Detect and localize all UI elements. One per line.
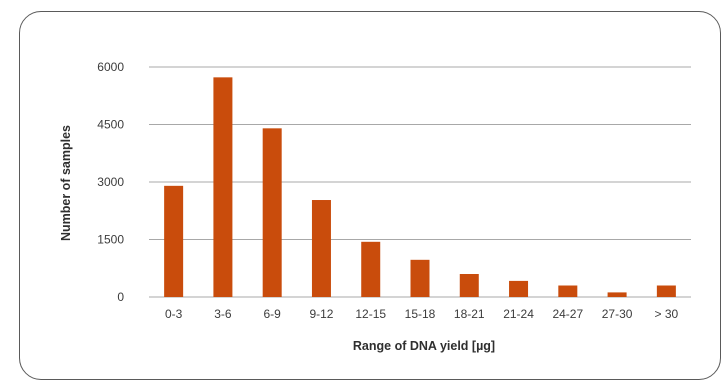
x-axis-ticks: 0-3 3-6 6-9 9-12 12-15 15-18 18-21 21-24 24-27 27…: [165, 307, 679, 321]
x-axis-title: Range of DNA yield [µg]: [353, 339, 495, 353]
chart-frame: [19, 11, 721, 380]
x-tick-label: 9-12: [309, 307, 333, 321]
x-tick-label: 27-30: [602, 307, 633, 321]
y-tick-label: 4500: [97, 118, 124, 132]
x-tick-label: 0-3: [165, 307, 183, 321]
bar-8: [558, 285, 578, 297]
y-axis-ticks: 0 1500 3000 4500 6000: [97, 60, 124, 304]
gridlines: [149, 66, 691, 298]
bar-2: [262, 128, 282, 297]
bar-6: [459, 274, 479, 297]
bar-1: [213, 77, 233, 297]
x-tick-label: 3-6: [214, 307, 232, 321]
bar-9: [607, 292, 627, 297]
bar-10: [656, 285, 676, 297]
bar-3: [311, 200, 331, 297]
y-tick-label: 1500: [97, 233, 124, 247]
y-axis-title: Number of samples: [59, 125, 73, 241]
x-tick-label: > 30: [655, 307, 679, 321]
x-tick-label: 18-21: [454, 307, 485, 321]
bar-0: [164, 185, 184, 297]
y-tick-label: 6000: [97, 60, 124, 74]
x-tick-label: 15-18: [405, 307, 436, 321]
bar-5: [410, 259, 430, 297]
x-tick-label: 12-15: [355, 307, 386, 321]
x-tick-label: 21-24: [503, 307, 534, 321]
x-tick-label: 24-27: [552, 307, 583, 321]
y-tick-label: 0: [117, 290, 124, 304]
bar-7: [509, 280, 529, 297]
x-tick-label: 6-9: [264, 307, 282, 321]
y-tick-label: 3000: [97, 175, 124, 189]
bar-4: [361, 241, 381, 297]
bars: [164, 77, 676, 297]
